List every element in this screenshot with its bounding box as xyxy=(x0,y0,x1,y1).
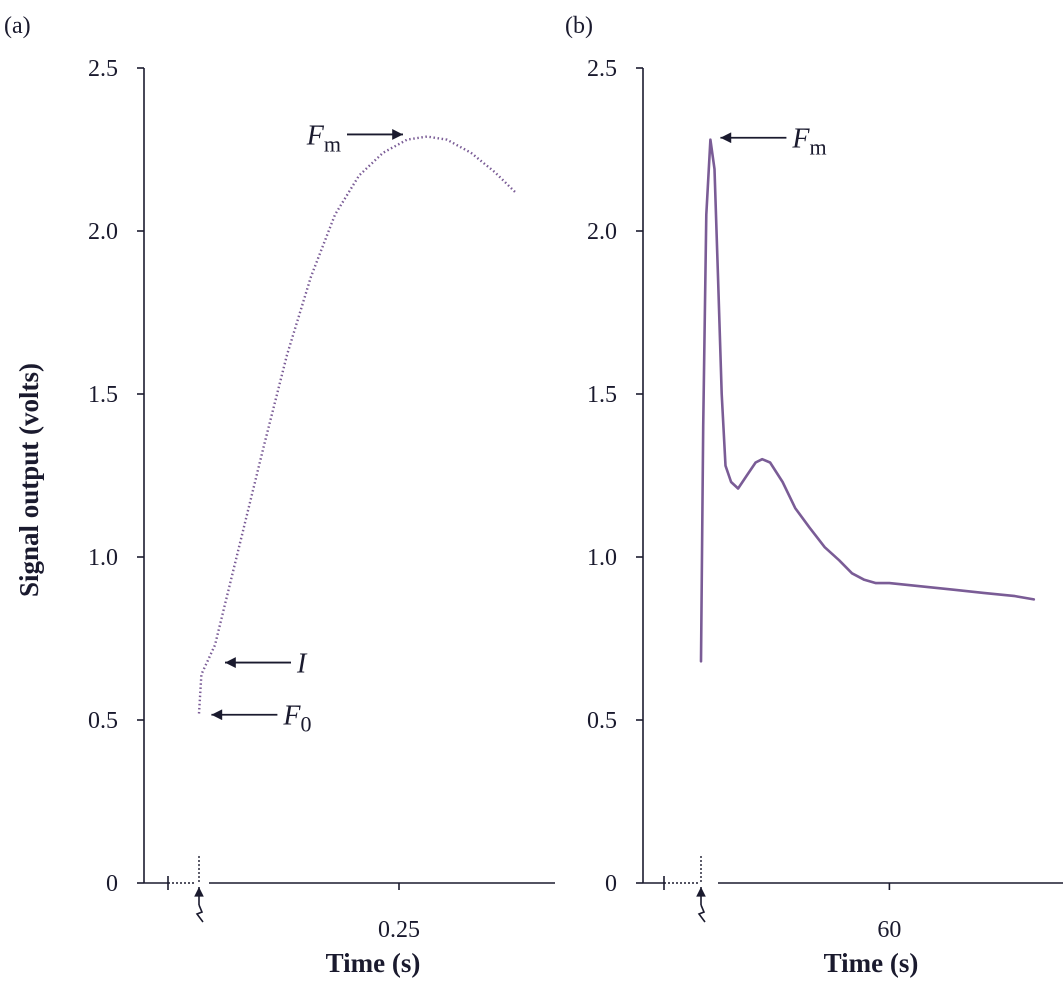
annotation-subscript: 0 xyxy=(301,712,312,737)
y-tick-label: 0.5 xyxy=(88,708,118,734)
panel-b-x-axis-title: Time (s) xyxy=(824,948,919,978)
stimulus-zigzag xyxy=(195,904,204,923)
y-tick-label: 1.5 xyxy=(587,382,617,408)
annotation-label: Fm xyxy=(306,120,341,156)
y-axis-title: Signal output (volts) xyxy=(14,363,44,597)
y-tick-label: 0.5 xyxy=(587,708,617,734)
x-tick-label: 0.25 xyxy=(378,917,420,943)
y-tick-label: 1.0 xyxy=(88,545,118,571)
panel-a-trace xyxy=(197,135,516,714)
y-tick-label: 2.0 xyxy=(88,219,118,245)
x-tick-label: 60 xyxy=(877,917,901,943)
signal-trace-line xyxy=(699,138,1036,663)
annotation-label: Fm xyxy=(791,124,826,160)
annotation-subscript: m xyxy=(810,135,827,160)
panel-b-annotations: Fm xyxy=(720,124,827,160)
panel-b-ticks: 0 0.5 1.0 1.5 2.0 2.5 60 xyxy=(587,56,901,943)
y-tick-label: 0 xyxy=(605,871,617,897)
annotation-symbol: F xyxy=(282,701,301,732)
annotation-symbol: I xyxy=(296,649,308,680)
annotation-label: I xyxy=(296,649,308,680)
panel-a: (a) Signal output (volts) Time (s) 0 0.5 1… xyxy=(4,13,555,978)
y-tick-label: 1.5 xyxy=(88,382,118,408)
panel-b: (b) Time (s) 0 0.5 1.0 1.5 2.0 2.5 60 Fm xyxy=(565,13,1063,978)
panel-b-trace xyxy=(699,138,1036,663)
annotation-symbol: F xyxy=(791,124,810,155)
y-tick-label: 1.0 xyxy=(587,545,617,571)
annotation-symbol: F xyxy=(306,120,325,151)
panel-b-label: (b) xyxy=(565,13,593,39)
panel-a-x-axis-title: Time (s) xyxy=(326,948,421,978)
y-tick-label: 2.5 xyxy=(88,56,118,82)
y-tick-label: 0 xyxy=(106,871,118,897)
annotation-label: F0 xyxy=(282,701,311,737)
y-tick-label: 2.0 xyxy=(587,219,617,245)
panel-a-ticks: 0 0.5 1.0 1.5 2.0 2.5 0.25 xyxy=(88,56,420,943)
signal-trace-line xyxy=(197,135,516,714)
y-tick-label: 2.5 xyxy=(587,56,617,82)
panel-a-axes xyxy=(143,68,555,923)
panel-a-label: (a) xyxy=(4,13,31,39)
panel-b-axes xyxy=(642,68,1063,923)
annotation-subscript: m xyxy=(324,131,341,156)
stimulus-zigzag xyxy=(697,904,706,923)
